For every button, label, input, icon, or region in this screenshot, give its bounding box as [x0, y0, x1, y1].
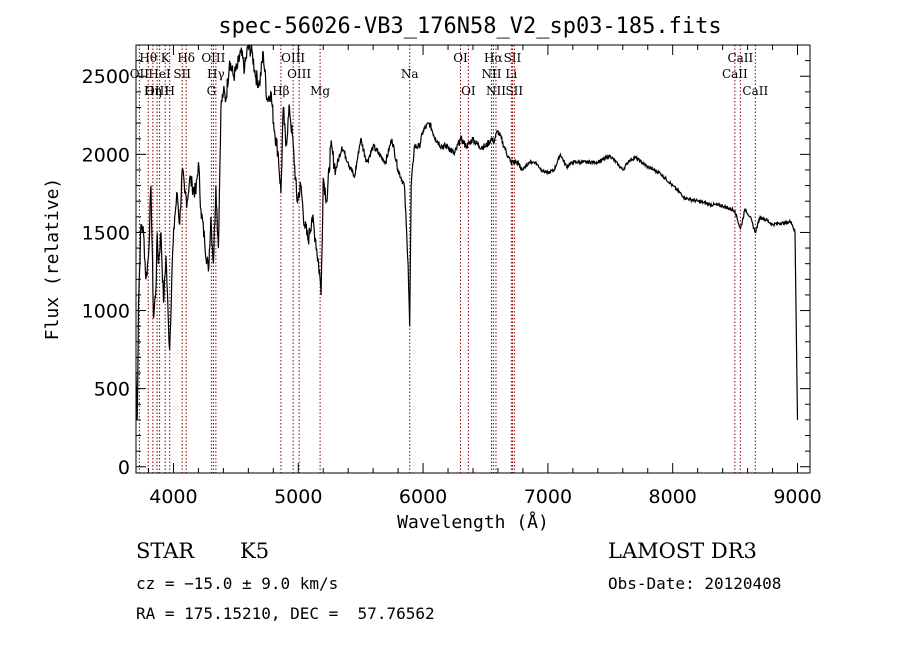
y-tick-label: 0	[118, 457, 130, 479]
redshift-text: cz = −15.0 ± 9.0 km/s	[136, 574, 338, 593]
spectral-line-label: CaII	[722, 67, 748, 81]
spectral-line-label: OI	[453, 51, 468, 65]
spectral-line-label: K	[161, 51, 171, 65]
spectral-line-label: Hθ	[139, 51, 157, 65]
spectral-line-label: Mg	[310, 84, 330, 98]
spectral-line-label: OIII	[281, 51, 305, 65]
spectral-line-label: NII	[481, 67, 501, 81]
obs-date-text: Obs-Date: 20120408	[608, 574, 781, 593]
spectral-line-label: Hα	[484, 51, 503, 65]
spectral-line-label: SII	[505, 84, 523, 98]
spectral-line-label: OI	[461, 84, 476, 98]
y-tick-label: 1500	[82, 222, 130, 244]
y-tick-label: 1000	[82, 301, 130, 323]
spectral-line-label: Hη	[144, 84, 162, 98]
y-tick-label: 500	[94, 379, 130, 401]
spectral-line-label: CaII	[727, 51, 753, 65]
spectral-line-label: H	[164, 84, 174, 98]
chart-title: spec-56026-VB3_176N58_V2_sp03-185.fits	[218, 14, 721, 39]
x-tick-label: 7000	[524, 486, 572, 508]
spectral-line-label: OIII	[287, 67, 311, 81]
spectral-line-label: OIII	[201, 51, 225, 65]
x-tick-label: 6000	[399, 486, 447, 508]
spectral-line-label: Li	[505, 67, 517, 81]
spectral-line-label: G	[207, 84, 217, 98]
object-class: STAR	[136, 539, 195, 563]
spectral-line-label: OIII	[145, 84, 169, 98]
plot-frame	[135, 44, 811, 474]
x-axis-label: Wavelength (Å)	[397, 511, 549, 533]
spectral-line-label: Hδ	[177, 51, 195, 65]
spectral-line-label: OII	[130, 67, 150, 81]
x-tick-label: 8000	[649, 486, 697, 508]
spectral-line-label: HeI	[148, 67, 171, 81]
spectral-line-label: SII	[173, 67, 191, 81]
y-tick-label: 2500	[82, 66, 130, 88]
spectral-line-label: NII	[486, 84, 506, 98]
spectral-line-label: Hβ	[272, 84, 289, 98]
survey-name: LAMOST DR3	[608, 539, 757, 563]
x-tick-label: 4000	[149, 486, 197, 508]
coordinates-text: RA = 175.15210, DEC = 57.76562	[136, 604, 435, 623]
y-tick-label: 2000	[82, 144, 130, 166]
object-subclass: K5	[240, 539, 269, 563]
spectral-line-label: Na	[401, 67, 419, 81]
spectral-line-label: Hγ	[207, 67, 225, 81]
series-line-flux	[135, 44, 799, 420]
x-tick-label: 5000	[274, 486, 322, 508]
y-axis-label: Flux (relative)	[42, 178, 63, 341]
spectral-line-label: CaII	[742, 84, 768, 98]
x-tick-label: 9000	[773, 486, 821, 508]
spectral-line-label: SII	[504, 51, 522, 65]
